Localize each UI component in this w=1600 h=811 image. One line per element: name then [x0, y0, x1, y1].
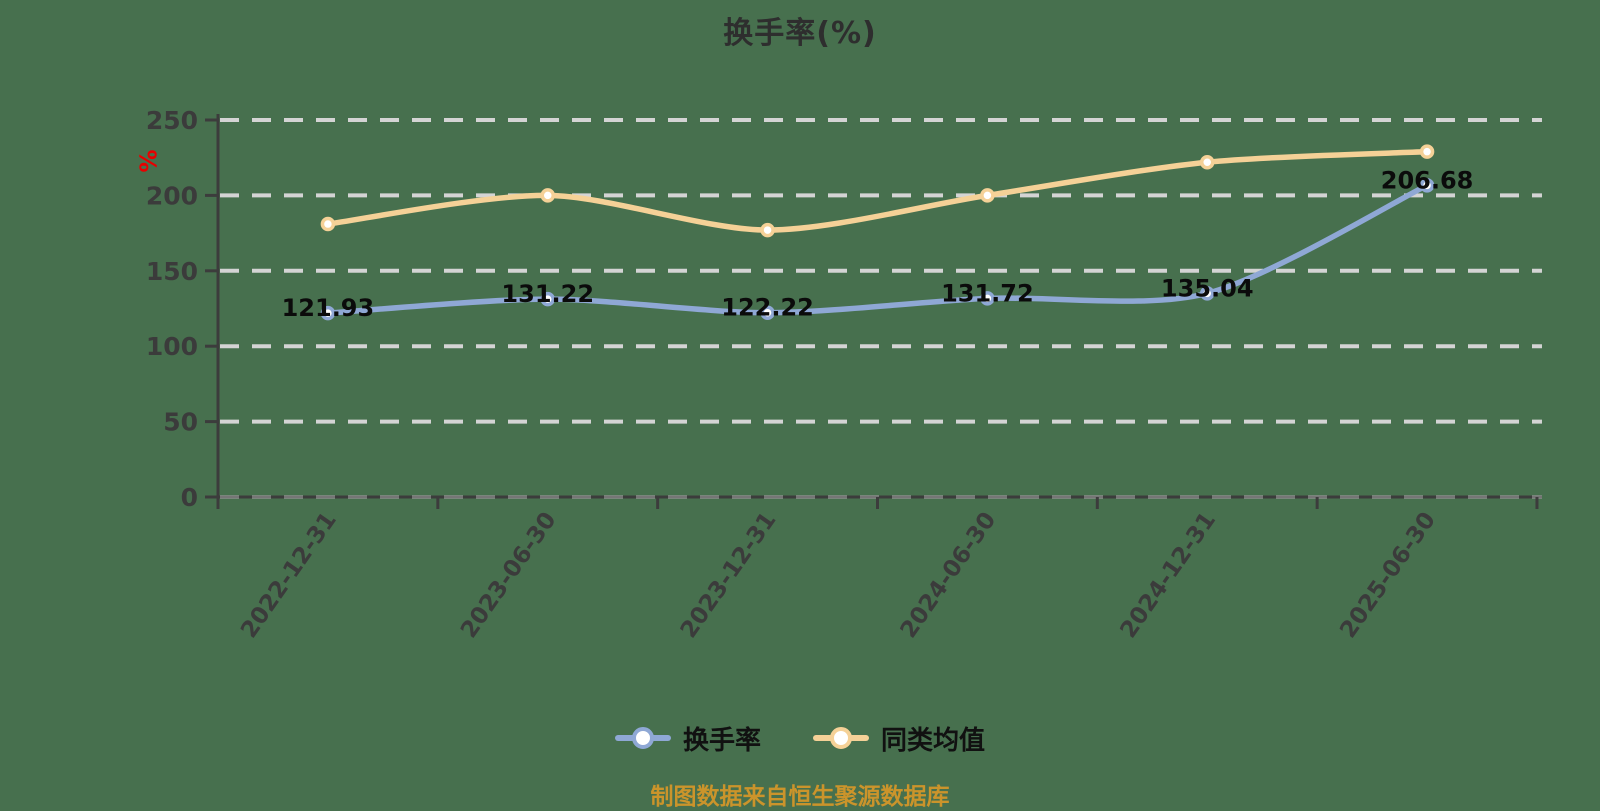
- legend-item-peer-average[interactable]: 同类均值: [813, 720, 985, 757]
- data-point-peer-average[interactable]: [320, 216, 336, 232]
- data-point-peer-average[interactable]: [1199, 154, 1215, 170]
- legend-label-peer-average: 同类均值: [881, 725, 986, 756]
- data-point-label: 131.72: [941, 279, 1034, 307]
- series-line-peer-average[interactable]: [325, 148, 1430, 233]
- y-tick-label: 250: [146, 106, 198, 135]
- data-point-peer-average[interactable]: [540, 188, 555, 203]
- legend-dot-icon: [631, 727, 654, 749]
- y-tick-label: 100: [146, 332, 198, 361]
- legend: 换手率 同类均值: [0, 716, 1600, 760]
- data-point-peer-average[interactable]: [760, 222, 775, 238]
- data-point-turnover[interactable]: [320, 305, 336, 321]
- data-point-turnover[interactable]: [760, 305, 775, 320]
- data-point-label: 135.04: [1161, 274, 1254, 302]
- data-point-turnover[interactable]: [1419, 178, 1435, 193]
- data-point-turnover[interactable]: [540, 291, 555, 307]
- data-point-peer-average[interactable]: [980, 188, 995, 203]
- data-point-label: 131.22: [501, 280, 594, 308]
- x-tick-label: 2023-06-30: [456, 508, 562, 643]
- y-tick-label: 0: [181, 483, 198, 512]
- data-point-turnover[interactable]: [980, 291, 995, 306]
- legend-marker-turnover-icon: [614, 726, 671, 750]
- data-point-turnover[interactable]: [1199, 286, 1215, 301]
- x-tick-label: 2023-12-31: [676, 508, 782, 643]
- data-point-label: 206.68: [1381, 166, 1474, 194]
- legend-dot-icon: [830, 727, 852, 749]
- legend-marker-peer-average-icon: [813, 726, 869, 750]
- y-tick-label: 50: [163, 408, 198, 437]
- y-tick-label: 150: [146, 257, 198, 286]
- x-tick-label: 2025-06-30: [1335, 508, 1441, 643]
- x-tick-label: 2024-06-30: [896, 508, 1002, 643]
- legend-item-turnover[interactable]: 换手率: [614, 720, 761, 757]
- x-tick-label: 2024-12-31: [1115, 508, 1221, 643]
- y-tick-label: 200: [146, 181, 198, 210]
- data-point-label: 122.22: [721, 294, 814, 322]
- x-tick-label: 2022-12-31: [236, 508, 342, 643]
- footer-note: 制图数据来自恒生聚源数据库: [650, 784, 950, 810]
- data-point-peer-average[interactable]: [1419, 144, 1435, 159]
- chart-title: 换手率(%): [723, 16, 877, 51]
- data-point-label: 121.93: [282, 294, 375, 322]
- series-line-turnover[interactable]: [325, 182, 1430, 316]
- legend-label-turnover: 换手率: [682, 725, 761, 756]
